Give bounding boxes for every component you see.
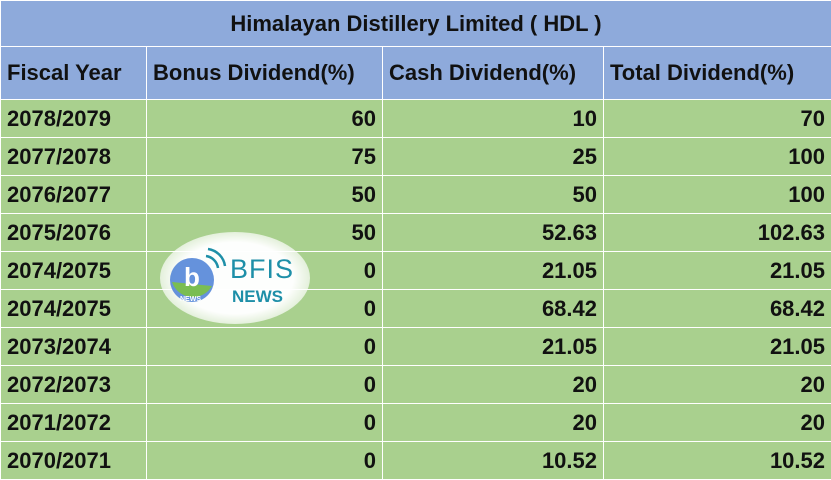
table-row: 2072/2073 0 20 20 — [0, 365, 831, 404]
cell-cash-dividend: 25 — [382, 137, 604, 176]
cell-total-dividend: 100 — [603, 175, 831, 214]
cell-fiscal-year: 2070/2071 — [0, 441, 147, 480]
cell-bonus-dividend: 0 — [146, 441, 383, 480]
cell-cash-dividend: 20 — [382, 365, 604, 404]
table-row: 2074/2075 0 68.42 68.42 — [0, 289, 831, 328]
column-header-cash-dividend: Cash Dividend(%) — [382, 46, 604, 100]
cell-fiscal-year: 2073/2074 — [0, 327, 147, 366]
cell-fiscal-year: 2074/2075 — [0, 251, 147, 290]
cell-bonus-dividend: 50 — [146, 175, 383, 214]
svg-text:b: b — [184, 262, 200, 292]
table-row: 2075/2076 50 52.63 102.63 — [0, 213, 831, 252]
column-header-total-dividend: Total Dividend(%) — [603, 46, 831, 100]
logo-icon-text: NEWS — [180, 296, 201, 303]
bfis-news-watermark: b NEWS BFIS NEWS — [160, 232, 310, 324]
cell-cash-dividend: 21.05 — [382, 327, 604, 366]
cell-fiscal-year: 2072/2073 — [0, 365, 147, 404]
cell-total-dividend: 10.52 — [603, 441, 831, 480]
table-row: 2074/2075 0 21.05 21.05 — [0, 251, 831, 290]
cell-bonus-dividend: 0 — [146, 327, 383, 366]
watermark-brand: BFIS — [230, 254, 295, 284]
cell-bonus-dividend: 75 — [146, 137, 383, 176]
cell-fiscal-year: 2075/2076 — [0, 213, 147, 252]
cell-total-dividend: 70 — [603, 99, 831, 138]
cell-bonus-dividend: 0 — [146, 403, 383, 442]
cell-cash-dividend: 68.42 — [382, 289, 604, 328]
table-row: 2076/2077 50 50 100 — [0, 175, 831, 214]
cell-fiscal-year: 2071/2072 — [0, 403, 147, 442]
cell-total-dividend: 100 — [603, 137, 831, 176]
cell-cash-dividend: 21.05 — [382, 251, 604, 290]
b-signal-logo-icon: b NEWS — [170, 247, 227, 303]
cell-total-dividend: 21.05 — [603, 327, 831, 366]
cell-bonus-dividend: 0 — [146, 365, 383, 404]
table-row: 2077/2078 75 25 100 — [0, 137, 831, 176]
table-row: 2073/2074 0 21.05 21.05 — [0, 327, 831, 366]
header-row: Fiscal Year Bonus Dividend(%) Cash Divid… — [0, 46, 831, 100]
cell-fiscal-year: 2077/2078 — [0, 137, 147, 176]
cell-fiscal-year: 2076/2077 — [0, 175, 147, 214]
title-row: Himalayan Distillery Limited ( HDL ) — [0, 0, 831, 47]
cell-cash-dividend: 52.63 — [382, 213, 604, 252]
column-header-bonus-dividend: Bonus Dividend(%) — [146, 46, 383, 100]
table-row: 2078/2079 60 10 70 — [0, 99, 831, 138]
cell-total-dividend: 68.42 — [603, 289, 831, 328]
cell-total-dividend: 21.05 — [603, 251, 831, 290]
cell-total-dividend: 102.63 — [603, 213, 831, 252]
cell-cash-dividend: 10 — [382, 99, 604, 138]
cell-cash-dividend: 10.52 — [382, 441, 604, 480]
cell-fiscal-year: 2078/2079 — [0, 99, 147, 138]
table-row: 2070/2071 0 10.52 10.52 — [0, 441, 831, 480]
cell-total-dividend: 20 — [603, 403, 831, 442]
cell-cash-dividend: 50 — [382, 175, 604, 214]
column-header-fiscal-year: Fiscal Year — [0, 46, 147, 100]
cell-fiscal-year: 2074/2075 — [0, 289, 147, 328]
cell-total-dividend: 20 — [603, 365, 831, 404]
table-title: Himalayan Distillery Limited ( HDL ) — [0, 0, 831, 47]
cell-bonus-dividend: 60 — [146, 99, 383, 138]
watermark-sub: NEWS — [232, 287, 283, 306]
cell-cash-dividend: 20 — [382, 403, 604, 442]
table-row: 2071/2072 0 20 20 — [0, 403, 831, 442]
